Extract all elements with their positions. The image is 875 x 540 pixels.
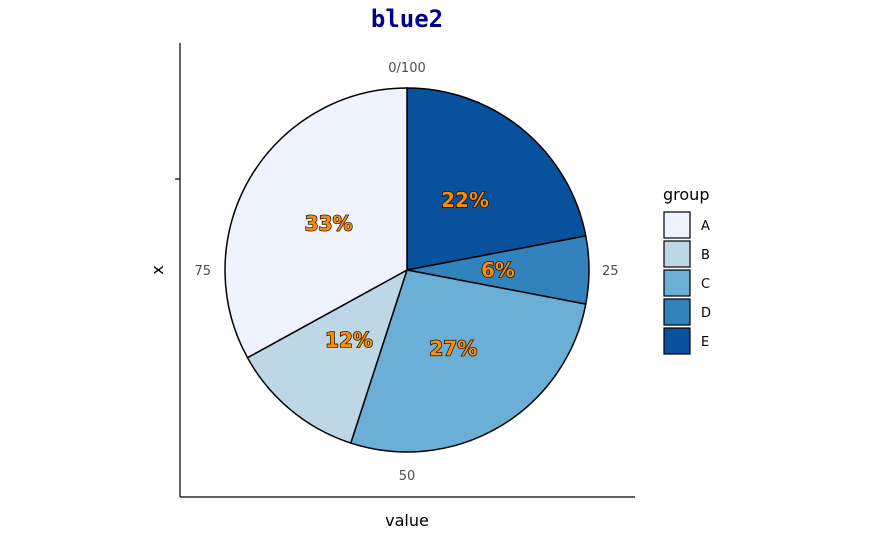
pie-percent-labels: 22% 6% 27% 12% 33%: [304, 187, 516, 361]
legend-label-a: A: [701, 219, 710, 234]
pie-slice-b: [246, 268, 409, 445]
angular-tick-label: 50: [399, 469, 416, 484]
angular-tick-labels: 0/100 25 50 75: [194, 61, 618, 484]
legend-label-c: C: [701, 277, 710, 292]
pie-label-b: 12%: [325, 328, 373, 352]
pie-label-e: 22%: [441, 188, 489, 212]
legend-label-e: E: [701, 335, 709, 350]
legend-label-b: B: [701, 248, 710, 263]
legend-key-d: [663, 298, 691, 326]
pie-label-c: 27%: [429, 336, 477, 360]
y-axis-title: x: [148, 265, 167, 274]
angular-tick-label: 75: [194, 264, 211, 279]
pie-slice-a: [224, 87, 408, 359]
chart-title: blue2: [371, 5, 443, 33]
x-axis-title: value: [385, 511, 429, 530]
legend-label-d: D: [701, 306, 711, 321]
pie-slices: [224, 87, 590, 453]
legend-key-b: [663, 240, 691, 268]
legend-key-a: [663, 211, 691, 239]
pie-slice-c: [349, 269, 587, 453]
angular-tick-label: 25: [602, 264, 619, 279]
angular-tick-label: 0/100: [388, 61, 425, 76]
legend-key-e: [663, 327, 691, 355]
legend-key-c: [663, 269, 691, 297]
pie-label-d: 6%: [481, 258, 515, 282]
pie-label-a: 33%: [305, 212, 353, 236]
legend-title: group: [663, 185, 709, 204]
pie-slice-e: [406, 87, 587, 271]
